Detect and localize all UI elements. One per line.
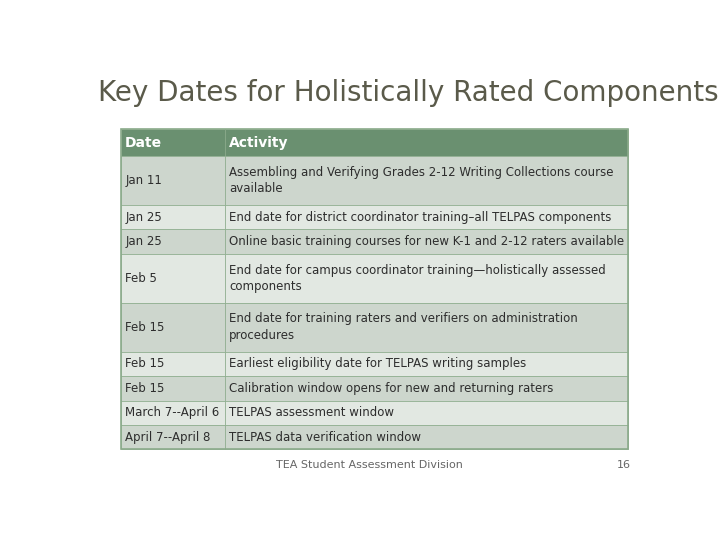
Bar [121,254,225,303]
Bar [225,205,629,229]
Bar [225,401,629,425]
Bar [225,156,629,205]
Text: Jan 25: Jan 25 [125,235,162,248]
Text: Activity: Activity [229,136,289,150]
Text: Feb 15: Feb 15 [125,382,165,395]
Text: Jan 11: Jan 11 [125,174,162,187]
Bar [225,425,629,449]
Bar [121,129,629,449]
Text: April 7--April 8: April 7--April 8 [125,431,210,444]
Text: March 7--April 6: March 7--April 6 [125,406,220,419]
Text: Date: Date [125,136,162,150]
Bar [121,129,225,156]
Text: End date for district coordinator training–all TELPAS components: End date for district coordinator traini… [229,211,611,224]
Text: End date for campus coordinator training—holistically assessed
components: End date for campus coordinator training… [229,264,606,293]
Bar [121,401,225,425]
Bar [225,254,629,303]
Text: Jan 25: Jan 25 [125,211,162,224]
Bar [121,230,225,254]
Text: Online basic training courses for new K-1 and 2-12 raters available: Online basic training courses for new K-… [229,235,624,248]
Bar [121,425,225,449]
Text: Feb 15: Feb 15 [125,357,165,370]
Text: TEA Student Assessment Division: TEA Student Assessment Division [276,460,462,470]
Text: Assembling and Verifying Grades 2-12 Writing Collections course
available: Assembling and Verifying Grades 2-12 Wri… [229,166,613,195]
Bar [121,205,225,229]
Text: TELPAS data verification window: TELPAS data verification window [229,431,421,444]
Text: TELPAS assessment window: TELPAS assessment window [229,406,395,419]
Text: Calibration window opens for new and returning raters: Calibration window opens for new and ret… [229,382,554,395]
Bar [121,376,225,401]
Text: Earliest eligibility date for TELPAS writing samples: Earliest eligibility date for TELPAS wri… [229,357,526,370]
Bar [225,303,629,352]
Bar [121,352,225,376]
Text: Feb 15: Feb 15 [125,321,165,334]
Bar [225,230,629,254]
Bar [225,376,629,401]
Text: 16: 16 [617,460,631,470]
Bar [225,352,629,376]
Text: Feb 5: Feb 5 [125,272,157,285]
Text: Key Dates for Holistically Rated Components: Key Dates for Holistically Rated Compone… [99,79,719,107]
Bar [225,129,629,156]
Text: End date for training raters and verifiers on administration
procedures: End date for training raters and verifie… [229,313,578,342]
Bar [121,303,225,352]
Bar [121,156,225,205]
